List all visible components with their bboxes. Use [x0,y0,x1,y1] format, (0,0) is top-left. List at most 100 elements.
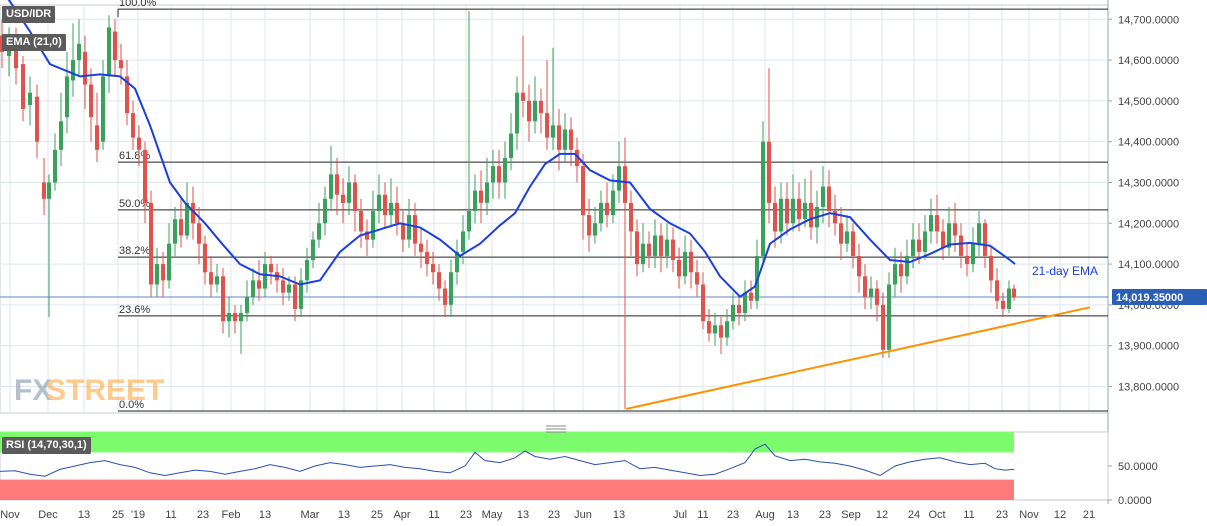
price-tick-label: 13,900.0000 [1118,341,1179,353]
current-price-tag[interactable]: 14,019.35000 [1112,288,1207,305]
candle-body [629,202,633,232]
pane-resize-handle[interactable] [546,425,566,433]
time-tick-label: 13 [78,509,90,521]
candle-body [965,255,969,265]
candle-body [221,276,225,322]
candle-body [653,235,657,256]
price-tick-label: 13,800.0000 [1118,381,1179,393]
price-tick-label: 14,300.0000 [1118,177,1179,189]
candle-body [539,100,543,114]
time-tick-label: 24 [908,509,920,521]
candle-body [317,223,321,240]
candle-body [905,255,909,277]
candle-body [323,198,327,224]
time-tick-label: 25 [112,509,124,521]
candle-body [197,223,201,244]
fib-label: 0.0% [119,399,144,411]
time-tick-label: '19 [131,509,145,521]
candle-body [977,223,981,244]
candle-body [467,211,471,232]
candle-body [425,251,429,265]
candle-body [101,76,105,142]
candle-body [671,239,675,260]
symbol-label[interactable]: USD/IDR [2,6,56,23]
candle-body [485,182,489,203]
candle-body [941,231,945,248]
candle-body [917,239,921,252]
candle-body [443,288,447,305]
candle-body [209,272,213,285]
candle-body [239,313,243,322]
time-tick-label: Nov [0,509,20,521]
time-tick-label: 11 [428,509,439,521]
candle-body [83,51,87,85]
candle-body [707,321,711,334]
candle-body [605,202,609,216]
rsi-line [0,443,1015,477]
time-tick-label: 11 [963,509,974,521]
time-tick-label: Feb [222,509,241,521]
candle-body [719,325,723,338]
candle-body [995,280,999,301]
candle-body [713,325,717,334]
candle-body [71,60,75,81]
candle-body [59,121,63,150]
candle-body [215,276,219,285]
time-tick-label: 25 [371,509,383,521]
candle-body [689,251,693,273]
candle-body [401,223,405,240]
candlesticks [0,11,1016,409]
candle-body [983,223,987,256]
rsi-indicator-label[interactable]: RSI (14,70,30,1) [2,437,91,454]
time-tick-label: Apr [393,509,410,521]
candle-body [515,92,519,134]
candle-body [137,137,141,150]
candle-body [821,186,825,207]
ema-line [7,0,1016,298]
candle-body [395,202,399,224]
candle-body [779,198,783,232]
candle-body [683,251,687,277]
logo-fx: FX [14,374,52,407]
rsi-tick-label: 0.0000 [1118,495,1152,507]
candle-body [899,264,903,277]
candle-body [545,113,549,138]
candle-body [191,202,195,224]
candle-body [203,243,207,273]
time-tick-label: Sep [841,509,861,521]
candle-body [125,76,129,114]
candle-body [563,129,567,150]
candle-body [623,166,627,203]
rsi-oversold-band [0,479,1014,500]
candle-body [233,313,237,322]
candle-body [359,211,363,232]
candle-body [377,194,381,212]
candle-body [383,194,387,216]
time-tick-label: Jul [673,509,687,521]
candle-body [287,284,291,293]
candle-body [269,264,273,273]
candle-body [305,260,309,281]
time-tick-label: Dec [38,509,58,521]
candle-body [923,231,927,252]
candle-body [95,125,99,150]
price-tick-label: 14,700.0000 [1118,14,1179,26]
candle-body [761,141,765,256]
candle-body [701,284,705,322]
candle-body [371,211,375,240]
price-tick-label: 14,100.0000 [1118,259,1179,271]
candle-body [953,223,957,236]
candle-body [665,239,669,256]
candle-body [851,231,855,256]
time-tick-label: 11 [697,509,708,521]
candle-body [53,149,57,183]
time-tick-label: 13 [613,509,625,521]
ema-indicator-label[interactable]: EMA (21,0) [2,34,66,51]
candle-body [767,141,771,203]
support-trendline [625,306,1091,410]
candle-body [737,304,741,314]
candle-body [497,166,501,183]
candle-body [311,239,315,260]
time-tick-label: 23 [727,509,739,521]
